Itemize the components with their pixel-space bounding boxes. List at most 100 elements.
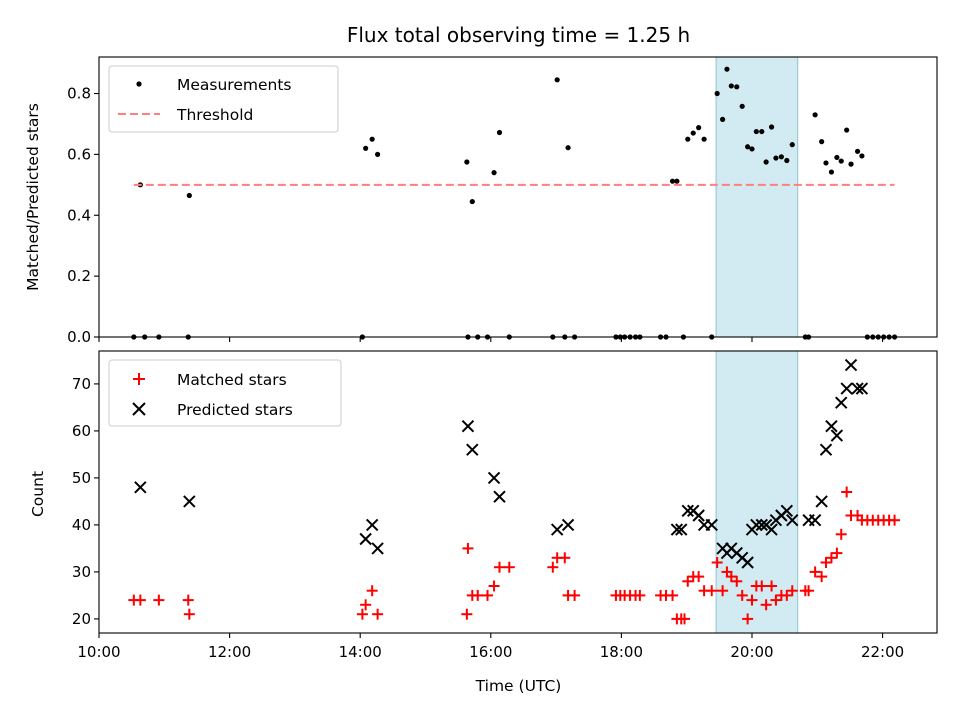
predicted-stars-point [561,518,575,532]
matched-stars-point [760,599,772,611]
measurements-point [734,84,740,90]
measurements-point [696,125,702,131]
y-tick-label: 40 [72,516,91,534]
measurements-point [784,157,790,164]
measurements-point [728,83,734,89]
matched-stars-point [503,561,515,573]
predicted-stars-point [183,495,196,508]
x-tick-label: 18:00 [600,643,643,661]
matched-stars-point [717,585,729,597]
matched-stars-point [372,608,384,620]
measurements-point [812,112,818,118]
measurements-point [854,148,861,154]
measurements-point [778,154,784,160]
predicted-stars-point [750,518,763,532]
y-tick-label: 50 [72,469,91,487]
predicted-stars-point [692,509,705,522]
top-x-axis [98,337,884,342]
predicted-stars-point [670,523,684,536]
y-tick-label: 0.4 [67,206,91,224]
bottom-panel: 20 30 40 50 60 70 10:00 12:00 14:00 16:00 18:00 20… [29,350,938,695]
predicted-stars-point [466,443,479,456]
matched-stars-point [134,594,146,606]
measurements-point [749,146,755,152]
matched-stars-point [756,580,768,592]
bottom-x-axis: 10:00 12:00 14:00 16:00 18:00 20:00 22:00 [77,633,904,661]
bottom-y-axis-label: Count [29,471,47,517]
matched-stars-point [766,580,778,592]
matched-stars-point [889,514,901,526]
measurements-point [565,145,571,151]
top-panel: 0.00.20.40.60.8 Matched/Predicted stars … [24,56,938,346]
measurements-point [859,153,865,159]
x-tick-label: 22:00 [861,643,904,661]
matched-stars-point [356,608,368,620]
top-shaded-interval [715,56,799,338]
top-axes-frame [98,56,938,338]
matched-stars-point [809,566,821,578]
measurements-point [690,130,696,136]
measurements-point [763,159,769,165]
measurements-point [469,198,475,205]
measurements-point [363,145,369,151]
predicted-stars-point [840,382,853,395]
matched-stars-point [693,571,705,583]
predicted-stars-point [765,523,778,536]
measurements-point [838,158,844,164]
predicted-stars-point [855,382,869,395]
predicted-stars-point [365,518,379,532]
measurements-point [789,142,795,148]
matched-stars-point [183,608,195,620]
legend-measurements-marker [136,81,142,87]
measurements-point [496,129,503,136]
matched-stars-point [706,585,718,597]
matched-stars-point [182,594,194,606]
y-tick-label: 20 [72,610,91,628]
predicted-stars-point [825,419,838,433]
measurements-point [375,151,381,157]
predicted-stars-point [681,504,694,518]
predicted-stars-point [819,443,833,456]
measurements-point [724,66,730,72]
predicted-stars-point [844,358,858,372]
y-tick-label: 70 [72,375,91,393]
measurements-point [834,154,840,161]
predicted-stars-point [815,495,828,508]
predicted-stars-point [851,382,864,395]
predicted-stars-point [741,556,754,569]
measurements-point [669,178,676,184]
chart-title: Flux total observing time = 1.25 h [347,23,690,47]
measurements-point [720,116,726,122]
predicted-stars-point [134,481,147,494]
y-tick-label: 0.8 [67,85,91,103]
measurements-point [491,170,497,176]
measurements-point [554,77,560,83]
matched-stars-point [493,561,505,573]
measurements-point [369,136,375,142]
x-tick-label: 10:00 [77,643,120,661]
matched-stars-point [841,486,853,498]
legend-measurements-label: Measurements [177,76,292,94]
measurements-point [714,90,720,97]
predicted-stars-point [830,429,844,442]
matched-stars-point [742,613,754,625]
measurements-point [819,139,825,145]
measurements-point [768,124,775,130]
measurements-point [685,136,691,142]
predicted-stars-point [487,471,501,485]
measurements-point [674,178,680,184]
matched-stars-point [746,594,758,606]
predicted-stars-point [675,523,688,536]
matched-stars-point [835,528,847,540]
matched-stars-point [803,585,815,597]
x-tick-label: 20:00 [730,643,773,661]
x-tick-label: 14:00 [339,643,382,661]
predicted-stars-point [755,518,768,532]
y-tick-label: 0.0 [67,328,91,346]
matched-stars-point [559,552,571,564]
predicted-stars-point [780,504,794,518]
y-tick-label: 60 [72,422,91,440]
matched-stars-point [482,589,494,601]
matched-stars-point [820,557,832,568]
predicted-stars-point [550,523,564,536]
